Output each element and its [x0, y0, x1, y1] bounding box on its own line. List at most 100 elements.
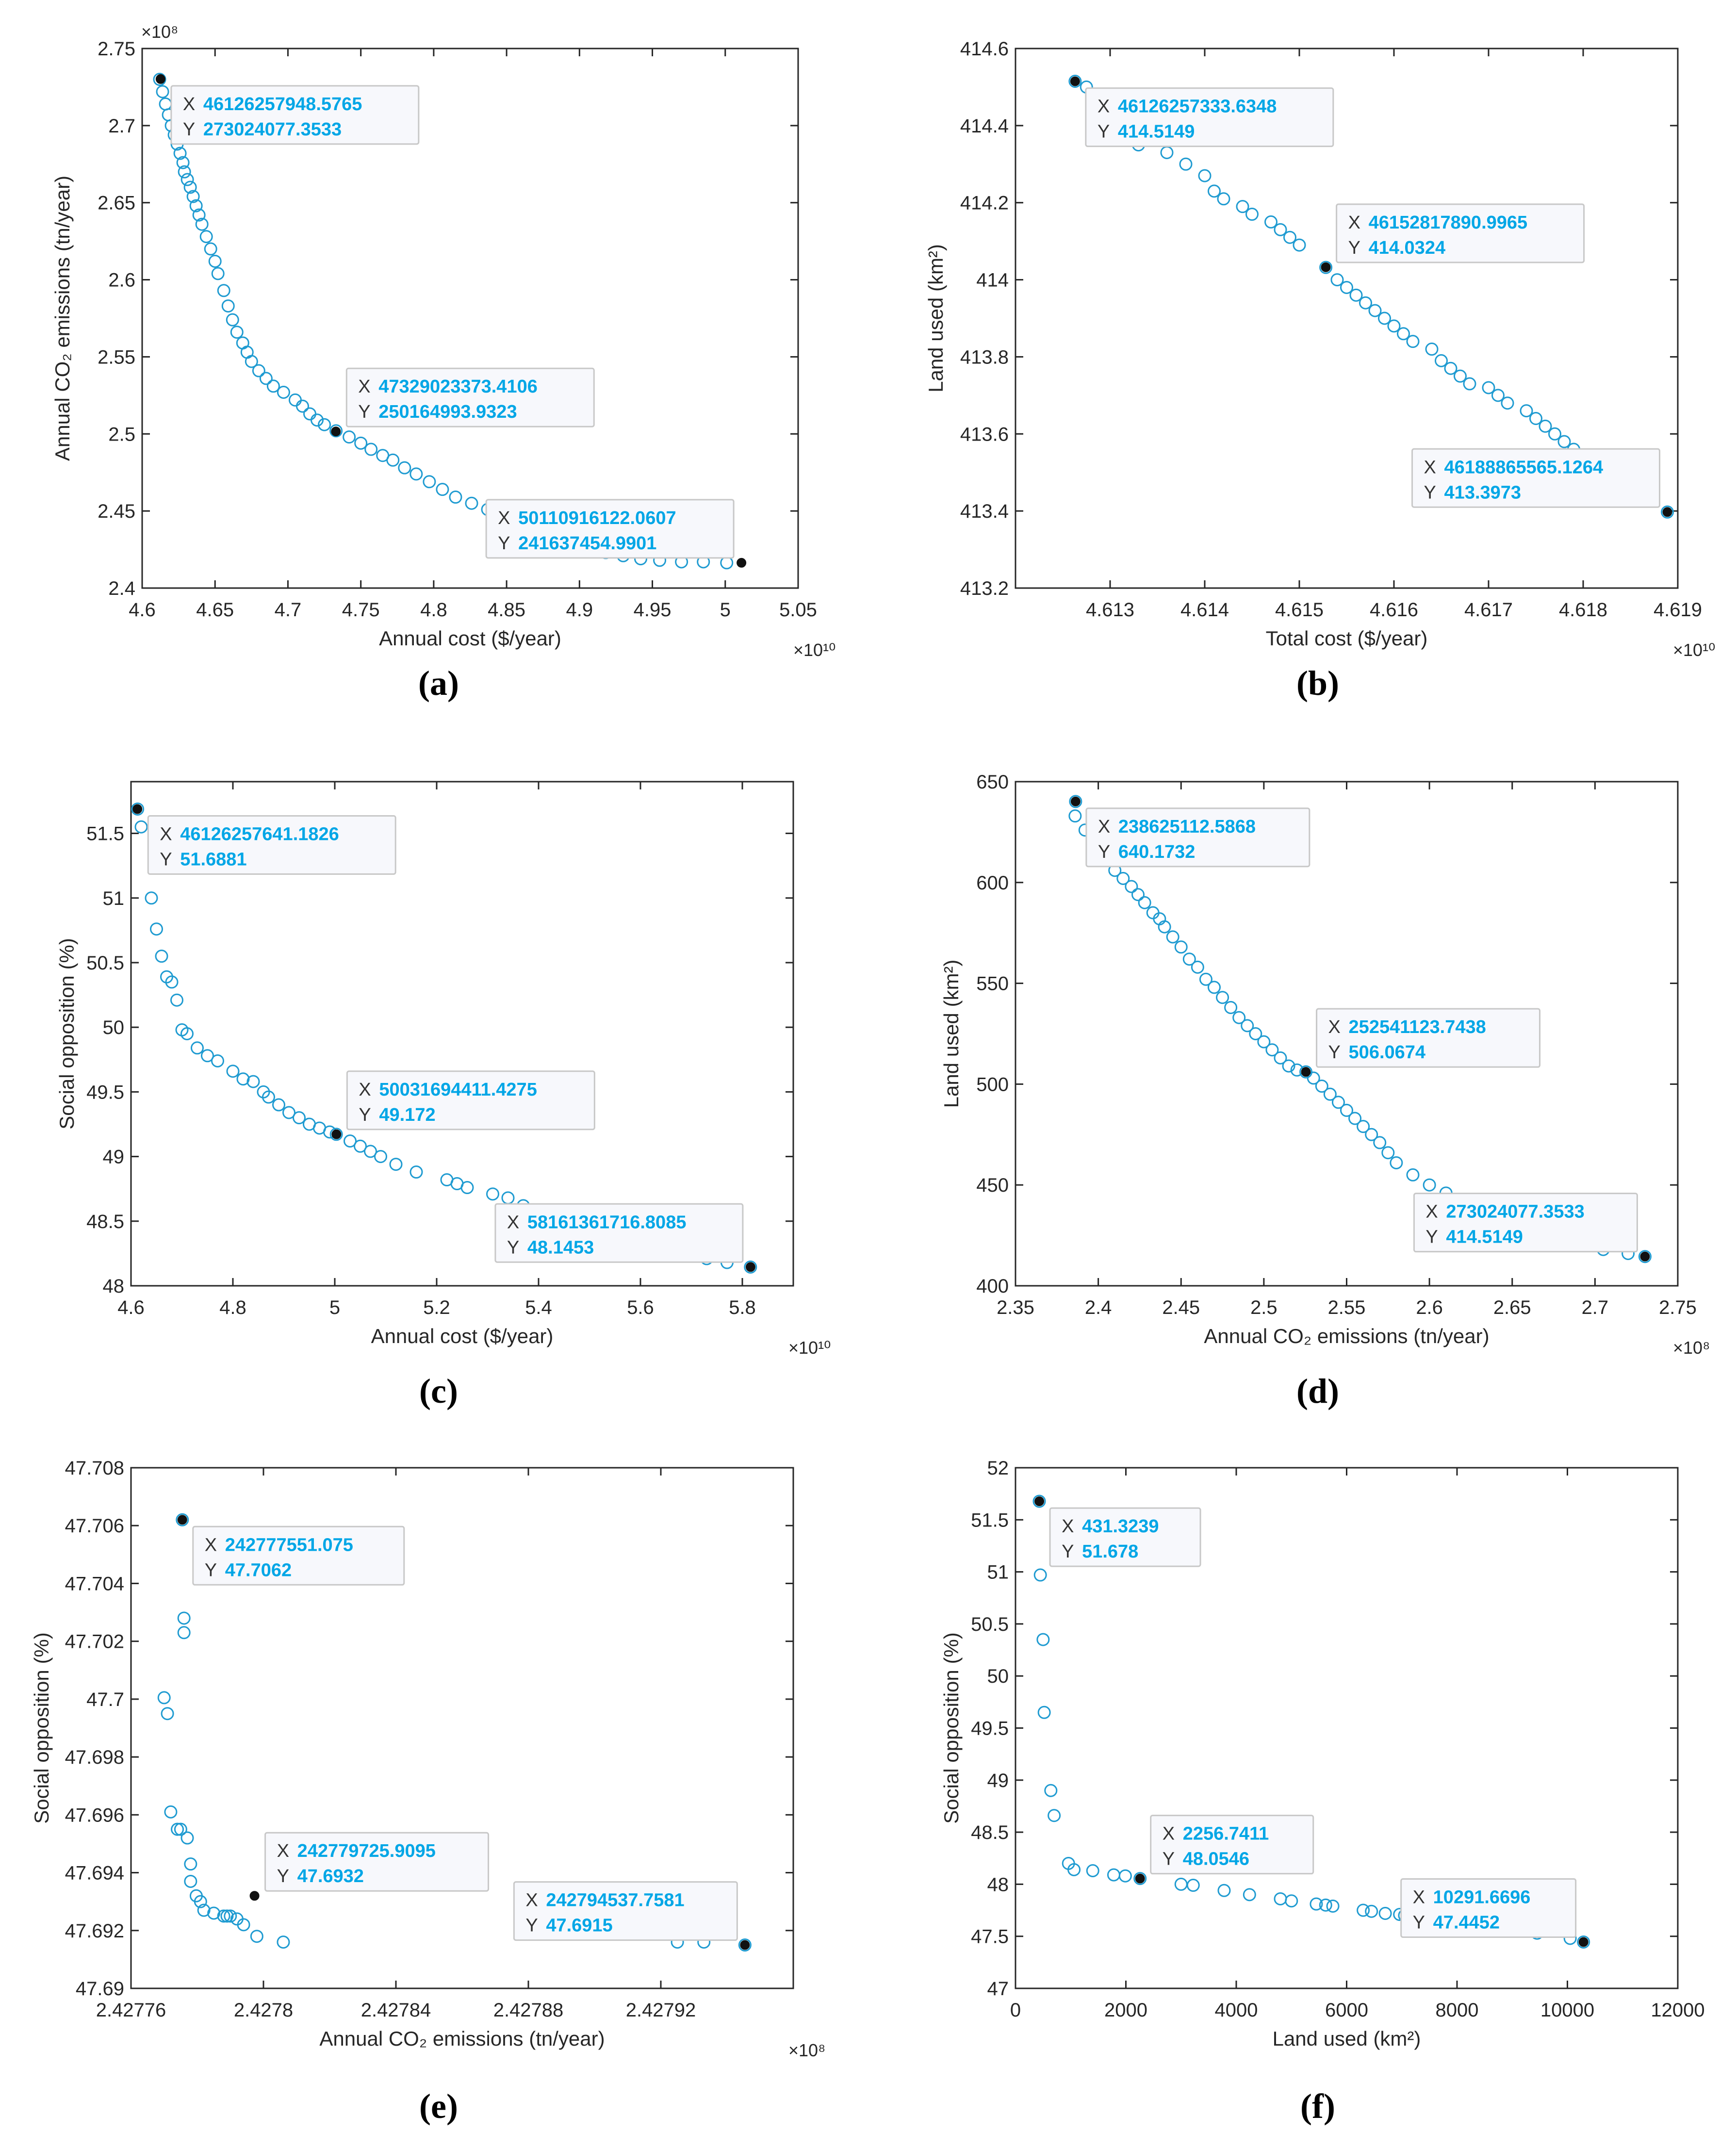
datatip[interactable]: XY 238625112.5868 640.1732 [1085, 807, 1310, 868]
datatip[interactable]: XY 242794537.7581 47.6915 [513, 1881, 738, 1941]
datatip-marker[interactable] [1070, 796, 1081, 806]
data-point [1283, 230, 1296, 244]
datatip-x-key: X [1097, 97, 1110, 117]
datatip-x-key: X [183, 94, 195, 115]
datatip[interactable]: XY 46188865565.1264 413.3973 [1411, 448, 1661, 508]
data-point [1186, 1879, 1200, 1892]
data-point [1133, 1872, 1147, 1886]
chart-c: 4.6 4.8 5 5.2 5.4 5.6 5.8 48 48.5 49 49.5 50 50.5 51 5… [55, 781, 831, 1358]
data-point [744, 1260, 757, 1274]
y-tick-label: 2.55 [98, 346, 135, 368]
axes-frame [130, 781, 794, 1287]
datatip[interactable]: XY 273024077.3533 414.5149 [1413, 1193, 1638, 1253]
datatip[interactable]: XY 2256.7411 48.0546 [1150, 1815, 1314, 1875]
data-point [311, 413, 324, 427]
series-points [153, 73, 734, 570]
x-axis-label: Total cost ($/year) [1266, 627, 1428, 650]
datatip[interactable]: XY 242779725.9095 47.6932 [264, 1832, 490, 1892]
y-tick-label: 47.704 [65, 1573, 124, 1594]
datatip[interactable]: XY 47329023373.4106 250164993.9323 [345, 367, 595, 427]
data-point [1208, 184, 1221, 198]
datatip-x-value: 47329023373.4106 [378, 377, 538, 397]
data-point [159, 97, 172, 111]
datatip-x-key: X [1163, 1824, 1175, 1844]
panel-label-c: (c) [419, 1372, 458, 1410]
data-point [1557, 435, 1571, 448]
datatip-x-key: X [277, 1841, 289, 1861]
datatip[interactable]: XY 46126257333.6348 414.5149 [1085, 87, 1334, 148]
y-tick-label: 414.6 [960, 38, 1009, 60]
y-tick-label: 2.5 [108, 424, 135, 445]
x-tick-label: 5.8 [729, 1297, 756, 1318]
datatip-y-key: Y [507, 1237, 519, 1258]
datatip-marker[interactable] [249, 1891, 260, 1901]
y-axis-label: Annual CO₂ emissions (tn/year) [51, 176, 74, 461]
datatip-marker[interactable] [1662, 507, 1672, 517]
datatip-marker[interactable] [1034, 1496, 1045, 1507]
datatip-marker[interactable] [177, 1515, 187, 1525]
data-point [1146, 906, 1160, 919]
datatip[interactable]: XY 50110916122.0607 241637454.9901 [485, 499, 735, 559]
data-point [246, 1075, 260, 1088]
data-point [262, 1090, 275, 1104]
data-point [318, 418, 331, 431]
x-tick-label: 4.95 [634, 599, 671, 621]
datatip[interactable]: XY 46126257948.5765 273024077.3533 [170, 85, 420, 145]
datatip-marker[interactable] [1070, 76, 1080, 86]
data-point [343, 430, 356, 444]
datatip-y-value: 47.4452 [1433, 1912, 1500, 1933]
x-tick-label: 5.6 [627, 1297, 654, 1318]
data-point [191, 1041, 204, 1055]
data-point [171, 1822, 184, 1836]
data-point [486, 1187, 499, 1201]
datatip-marker[interactable] [1578, 1937, 1589, 1947]
datatip-marker[interactable] [1321, 262, 1331, 272]
datatip-marker[interactable] [331, 426, 341, 437]
x-tick-label: 2.7 [1582, 1297, 1609, 1318]
x-tick-label: 4.8 [420, 599, 447, 621]
datatip-y-value: 640.1732 [1118, 842, 1196, 862]
datatip[interactable]: XY 58161361716.8085 48.1453 [494, 1203, 744, 1263]
data-point [1373, 1136, 1387, 1149]
datatip-x-key: X [160, 824, 172, 844]
data-point [236, 1072, 250, 1086]
datatip[interactable]: XY 10291.6696 47.4452 [1400, 1878, 1577, 1938]
datatip-marker[interactable] [740, 1940, 750, 1950]
datatip-marker[interactable] [737, 557, 747, 568]
y-tick-label: 47.708 [65, 1458, 124, 1479]
data-point [1048, 1809, 1061, 1822]
panel-label-b: (b) [1296, 664, 1339, 703]
x-tick-label: 4.615 [1275, 599, 1324, 621]
datatip-marker[interactable] [1135, 1873, 1145, 1884]
data-point [199, 230, 213, 244]
data-point [176, 1513, 189, 1526]
data-point [1387, 319, 1401, 333]
datatip[interactable]: XY 242777551.075 47.7062 [192, 1525, 405, 1586]
datatip-marker[interactable] [132, 804, 143, 814]
datatip-marker[interactable] [745, 1262, 755, 1272]
chart-f: 0 2000 4000 6000 8000 10000 12000 47 47.5 48 48.5 4… [940, 1458, 1705, 2050]
data-point [1310, 1897, 1323, 1911]
datatip[interactable]: XY 46126257641.1826 51.6881 [147, 815, 396, 875]
datatip[interactable]: XY 50031694411.4275 49.172 [346, 1070, 595, 1131]
datatip-marker[interactable] [155, 74, 165, 84]
data-point [1274, 1892, 1287, 1905]
x-tick-label: 6000 [1325, 2000, 1368, 2021]
datatip-marker[interactable] [331, 1129, 342, 1139]
datatip[interactable]: XY 252541123.7438 506.0674 [1316, 1008, 1541, 1068]
y-tick-label: 47 [987, 1978, 1009, 2000]
datatip-box [170, 85, 420, 145]
chart-a: 4.6 4.65 4.7 4.75 4.8 4.85 4.9 4.95 5 5.05 2.4 2.45… [51, 22, 836, 660]
datatip-y-key: Y [359, 1105, 371, 1125]
datatip-y-key: Y [1098, 842, 1110, 862]
data-point [277, 386, 290, 399]
y-tick-label: 52 [987, 1458, 1009, 1479]
datatip-marker[interactable] [1301, 1067, 1311, 1077]
datatip-marker[interactable] [1640, 1251, 1650, 1262]
y-tick-label: 2.45 [98, 501, 135, 522]
data-point [1463, 377, 1476, 391]
x-tick-label: 4.614 [1180, 599, 1229, 621]
datatip[interactable]: XY 46152817890.9965 414.0324 [1336, 203, 1585, 263]
datatip[interactable]: XY 431.3239 51.678 [1049, 1507, 1201, 1567]
y-tick-label: 2.75 [98, 38, 135, 60]
